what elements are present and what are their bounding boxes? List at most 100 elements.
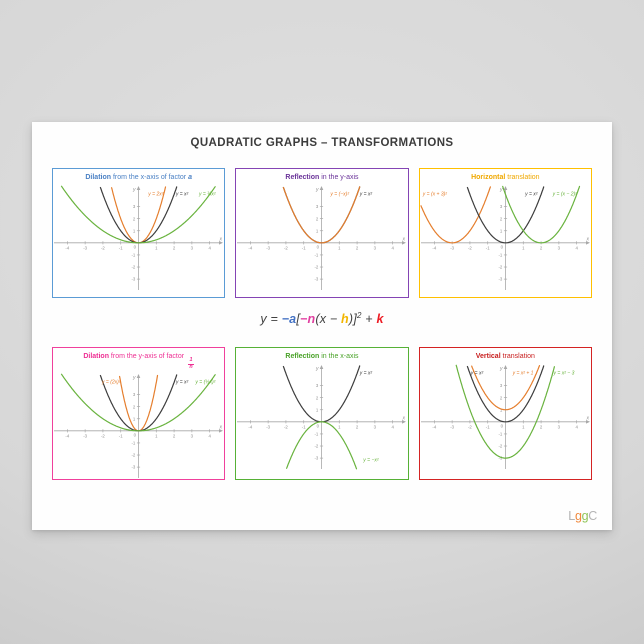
x-tick-label: 3 [557, 245, 560, 250]
x-tick-label: -4 [66, 245, 70, 250]
x-tick-label: -3 [267, 424, 271, 429]
y-tick-label: -3 [315, 455, 319, 460]
curve [455, 364, 555, 459]
x-tick-label: -3 [83, 433, 87, 438]
curve [61, 185, 216, 244]
poster: QUADRATIC GRAPHS – TRANSFORMATIONS Dilat… [32, 122, 612, 530]
formula-piece: [ [296, 312, 301, 327]
y-tick-label: 2 [500, 216, 503, 221]
y-tick-label: -1 [498, 252, 502, 257]
curve-label: y = (x − 2)² [551, 191, 577, 197]
y-tick-label: 1 [133, 416, 136, 421]
panel-reflection-y: Reflection in the y-axis x y -4 -3 -2 -1 1 2 3 4 -… [235, 168, 409, 298]
y-tick-label: -3 [132, 465, 136, 470]
panel-title-rest: from the y-axis of factor [108, 353, 187, 360]
panel-vertical-translation: Vertical translation x y -4 -3 -2 -1 1 2 3 4 -3 -2 -… [418, 347, 592, 480]
panel-title: Dilation from the x-axis of factor a [53, 174, 224, 183]
origin-label: 0 [134, 244, 137, 249]
x-tick-label: 3 [557, 424, 560, 429]
origin-label: 0 [134, 432, 137, 437]
panel-dilation-x: Dilation from the x-axis of factor a x y -… [52, 168, 226, 298]
y-tick-label: 2 [316, 216, 319, 221]
x-tick-label: -4 [432, 245, 436, 250]
y-tick-label: 1 [133, 228, 136, 233]
curve-label: y = x² [359, 370, 373, 376]
y-tick-label: 1 [316, 407, 319, 412]
x-tick-label: 1 [522, 245, 525, 250]
formula-piece: −n [300, 312, 316, 327]
curve-label: y = (½x)² [195, 379, 216, 386]
panel-title: Reflection in the x-axis [236, 353, 407, 362]
panel-title-rest: in the x-axis [319, 353, 359, 360]
poster-title: QUADRATIC GRAPHS – TRANSFORMATIONS [190, 137, 454, 149]
y-axis-label: y [499, 366, 503, 372]
panel-title-keyword: Reflection [285, 353, 320, 360]
curve-label: y = x² − 3 [552, 370, 574, 376]
x-tick-label: -4 [66, 433, 70, 438]
x-tick-label: 4 [575, 245, 578, 250]
transformation-formula: y = −a[−n(x − h)]2 + k [32, 311, 612, 329]
panel-title: Reflection in the y-axis [236, 174, 407, 183]
panel-reflection-x: Reflection in the x-axis x y -4 -3 -2 -1 1 2 3 4 -… [235, 347, 409, 480]
x-axis-label: x [585, 236, 589, 242]
x-tick-label: 1 [339, 245, 342, 250]
x-tick-label: 3 [374, 424, 377, 429]
y-tick-label: 3 [500, 204, 503, 209]
logo-letter: L [568, 509, 575, 523]
y-tick-label: -3 [498, 455, 502, 460]
x-tick-label: -1 [486, 424, 490, 429]
x-tick-label: 2 [540, 245, 543, 250]
x-tick-label: -2 [468, 424, 472, 429]
y-tick-label: -1 [315, 252, 319, 257]
y-tick-label: 3 [133, 204, 136, 209]
y-tick-label: -2 [132, 452, 136, 457]
curve-label: y = −x² [363, 457, 380, 463]
fraction-denominator: n [189, 363, 193, 370]
x-tick-label: 2 [356, 245, 359, 250]
y-tick-label: -2 [315, 443, 319, 448]
formula-piece: −a [281, 312, 297, 327]
fraction-numerator: 1 [188, 357, 195, 365]
graph-horizontal-translation: x y -4 -3 -2 -1 1 2 3 4 -3 -2 -1 1 2 3 0 y = (x + 3)² y = … [420, 185, 590, 290]
x-tick-label: 2 [356, 424, 359, 429]
x-tick-label: 1 [522, 424, 525, 429]
logo-letter: g [581, 509, 589, 523]
x-tick-label: -1 [302, 245, 306, 250]
x-axis-label: x [402, 236, 406, 242]
formula-piece: h [341, 312, 349, 327]
x-tick-label: 4 [209, 433, 212, 438]
origin-label: 0 [317, 423, 320, 428]
curve-label: y = x² + 1 [511, 370, 533, 376]
curve-label: y = x² [470, 370, 484, 376]
formula-piece: )] [348, 312, 357, 327]
x-tick-label: 4 [392, 245, 395, 250]
graph-vertical-translation: x y -4 -3 -2 -1 1 2 3 4 -3 -2 -1 1 2 3 0 y = x² y = x² + 1… [420, 364, 590, 469]
x-tick-label: -3 [267, 245, 271, 250]
x-axis-label: x [219, 424, 223, 430]
curve-label: y = ¼x² [198, 191, 216, 197]
x-tick-label: 2 [173, 245, 176, 250]
graph-reflection-y: x y -4 -3 -2 -1 1 2 3 4 -3 -2 -1 1 2 3 0 y = x² y = (−x)² [237, 185, 407, 290]
x-axis-label: x [585, 415, 589, 421]
origin-label: 0 [500, 423, 503, 428]
y-axis-label: y [499, 187, 503, 193]
curve-label: y = x² [524, 191, 538, 197]
panel-title: Vertical translation [420, 353, 591, 362]
x-tick-label: -2 [284, 424, 288, 429]
formula-piece: (x − [315, 312, 342, 327]
brand-logo: LggC [568, 509, 597, 523]
curve [470, 364, 540, 411]
x-tick-label: -1 [486, 245, 490, 250]
curve-label: y = (2x)² [101, 380, 121, 386]
x-tick-label: 2 [540, 424, 543, 429]
x-tick-label: 4 [392, 424, 395, 429]
curve-label: y = (−x)² [330, 191, 350, 197]
y-tick-label: -2 [498, 443, 502, 448]
panel-title-keyword: Dilation [83, 353, 109, 360]
panel-row-top: Dilation from the x-axis of factor a x y -… [32, 168, 612, 298]
x-tick-label: -2 [101, 433, 105, 438]
x-tick-label: -4 [249, 245, 253, 250]
